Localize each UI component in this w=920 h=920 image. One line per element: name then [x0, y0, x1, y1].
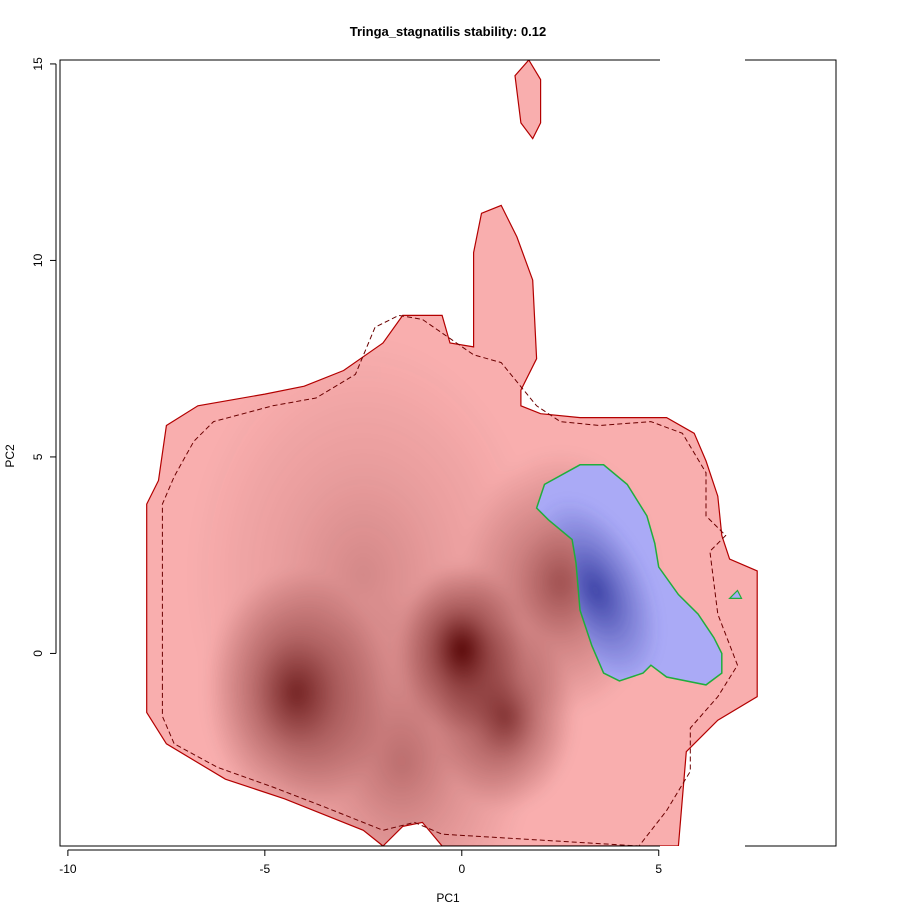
x-tick-label: -5 [259, 862, 270, 876]
native-niche-island [515, 60, 541, 139]
x-tick-label: 0 [458, 862, 465, 876]
x-tick-label: 5 [655, 862, 662, 876]
density-peak [187, 337, 540, 813]
y-tick-label: 0 [31, 650, 45, 657]
y-axis-label: PC2 [3, 444, 17, 468]
x-axis-label: PC1 [436, 891, 460, 905]
native-island-contour [514, 60, 542, 140]
y-tick-label: 10 [31, 253, 45, 267]
y-axis: 0 5 10 15 [31, 57, 57, 657]
x-axis: -10 -5 0 5 [59, 849, 662, 876]
overlap-island [728, 589, 743, 599]
x-tick-label: -10 [59, 862, 77, 876]
y-tick-label: 15 [31, 57, 45, 71]
chart-title: Tringa_stagnatilis stability: 0.12 [350, 24, 547, 39]
overlap-niche-contour [535, 464, 723, 686]
native-niche-contour [146, 204, 758, 846]
native-dashed-contour [161, 314, 739, 846]
plot-frame [59, 59, 837, 847]
y-tick-label: 5 [31, 453, 45, 460]
